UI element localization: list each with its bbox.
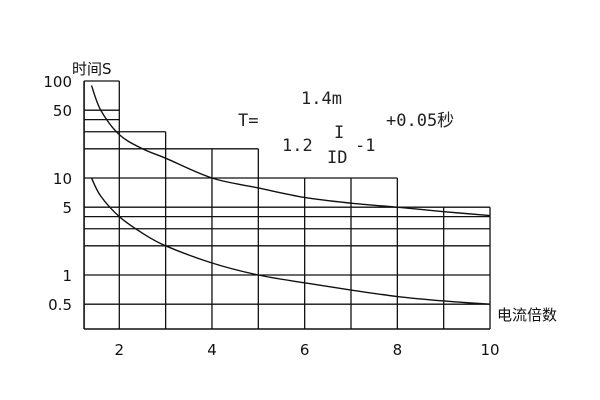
y-tick-label: 50	[53, 102, 72, 120]
x-tick-label: 2	[115, 341, 125, 359]
x-axis-label: 电流倍数	[497, 306, 557, 324]
grid	[83, 80, 491, 330]
tick-labels: 2 4 6 8 10 100 50 10 5 1 0.5	[43, 73, 499, 359]
curves	[90, 85, 491, 305]
x-tick-label: 6	[300, 341, 310, 359]
formula-denominator-coef: 1.2	[282, 136, 313, 156]
y-tick-label: 1	[62, 267, 72, 285]
y-tick-label: 10	[53, 170, 72, 188]
y-axis-label: 时间S	[72, 60, 112, 78]
upper-curve	[90, 85, 491, 217]
formula-numerator: 1.4m	[301, 89, 342, 109]
formula-fraction-bottom: ID	[327, 148, 347, 168]
lower-curve	[90, 177, 491, 305]
x-tick-label: 10	[480, 341, 499, 359]
y-tick-label: 5	[62, 199, 72, 217]
formula: T= 1.4m 1.2 I ID -1 +0.05秒	[238, 89, 454, 168]
x-tick-label: 8	[393, 341, 403, 359]
y-tick-label: 100	[43, 73, 72, 91]
formula-suffix: +0.05秒	[386, 111, 454, 131]
formula-denominator-tail: -1	[355, 136, 375, 156]
x-tick-label: 4	[207, 341, 217, 359]
formula-fraction-top: I	[334, 123, 344, 143]
y-tick-label: 0.5	[48, 296, 72, 314]
formula-lhs: T=	[238, 111, 258, 131]
